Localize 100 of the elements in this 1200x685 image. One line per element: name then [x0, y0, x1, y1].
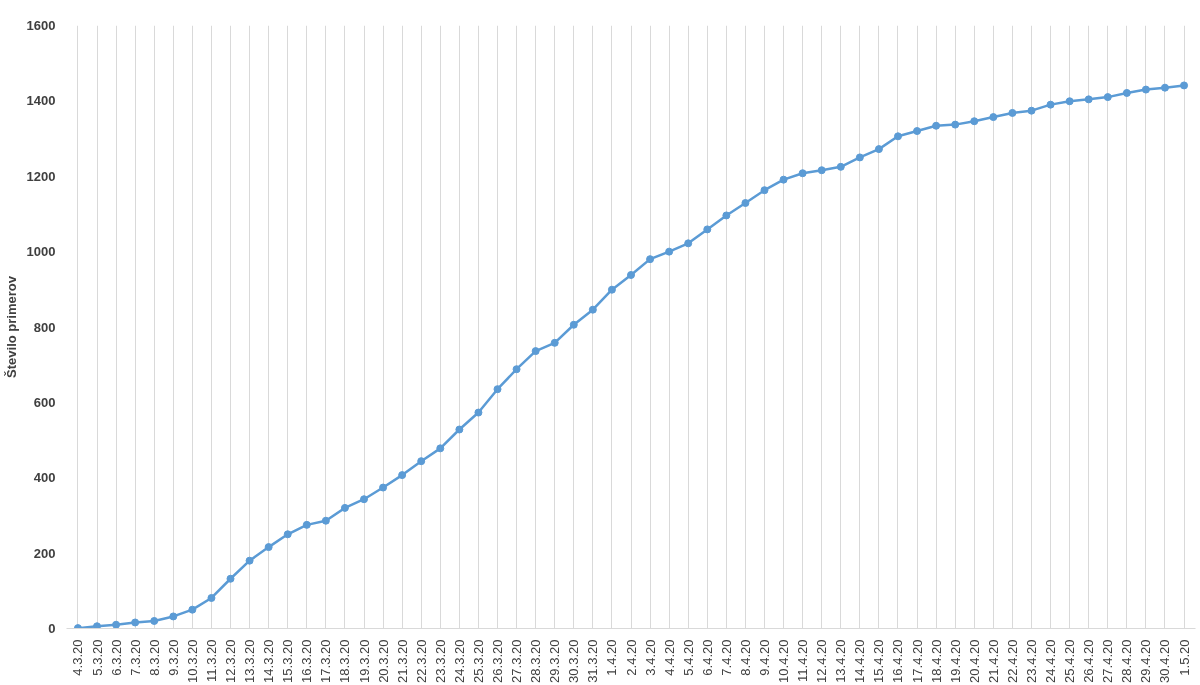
x-tick-label: 12.4.20 — [814, 639, 830, 683]
x-tick-label: 13.4.20 — [833, 639, 849, 683]
point — [855, 153, 864, 162]
point — [188, 605, 197, 614]
x-tick-label: 9.4.20 — [757, 639, 772, 676]
x-tick-label: 28.3.20 — [528, 639, 544, 683]
point — [798, 169, 807, 178]
y-tick-label: 800 — [33, 319, 56, 335]
point — [283, 530, 292, 539]
point — [588, 305, 597, 314]
point — [1046, 100, 1055, 109]
x-tick-label: 5.3.20 — [89, 639, 105, 676]
x-tick-label: 26.4.20 — [1081, 639, 1097, 683]
point — [112, 620, 121, 629]
x-tick-label: 18.3.20 — [337, 639, 353, 683]
point — [398, 471, 407, 480]
x-tick-label: 6.4.20 — [699, 639, 715, 676]
point — [455, 425, 464, 434]
point — [493, 385, 502, 394]
point — [1008, 108, 1017, 117]
point — [607, 285, 616, 294]
x-tick-label: 14.3.20 — [261, 639, 277, 683]
point — [703, 225, 712, 234]
point — [722, 211, 731, 220]
x-tick-label: 6.3.20 — [108, 639, 124, 676]
x-tick-label: 24.3.20 — [451, 639, 467, 683]
point — [970, 117, 979, 126]
point — [436, 444, 445, 453]
y-tick-label: 1200 — [26, 168, 56, 184]
point — [1027, 106, 1036, 115]
point — [989, 113, 998, 122]
point — [817, 166, 826, 175]
x-tick-label: 16.3.20 — [299, 639, 315, 683]
x-tick-label: 12.3.20 — [223, 639, 239, 683]
point — [379, 483, 388, 492]
y-tick-label: 1400 — [26, 93, 56, 109]
x-tick-label: 30.3.20 — [566, 639, 582, 683]
x-tick-label: 10.4.20 — [776, 639, 792, 683]
x-tick-label: 1.4.20 — [604, 639, 620, 676]
y-tick-label: 400 — [33, 470, 56, 486]
x-tick-label: 19.3.20 — [356, 639, 372, 683]
x-tick-label: 7.4.20 — [718, 639, 734, 676]
x-tick-label: 15.4.20 — [871, 639, 887, 683]
x-tick-label: 21.4.20 — [985, 639, 1001, 683]
point — [627, 271, 635, 279]
x-tick-label: 20.3.20 — [375, 639, 391, 683]
point — [760, 186, 769, 195]
point — [169, 612, 178, 621]
point — [646, 255, 655, 264]
x-tick-label: 31.3.20 — [585, 639, 601, 683]
y-tick-label: 1600 — [26, 18, 56, 33]
point — [1122, 88, 1131, 97]
point — [93, 622, 102, 629]
point — [684, 239, 693, 248]
x-tick-label: 9.3.20 — [165, 639, 181, 676]
point — [264, 543, 273, 552]
x-tick-label: 7.3.20 — [127, 639, 143, 676]
x-tick-label: 2.4.20 — [623, 639, 639, 676]
point — [207, 593, 216, 602]
x-tick-label: 28.4.20 — [1119, 639, 1135, 683]
point — [874, 145, 883, 154]
point — [893, 132, 902, 141]
x-tick-label: 17.3.20 — [318, 639, 334, 683]
x-tick-label: 5.4.20 — [680, 639, 696, 676]
point — [131, 618, 140, 627]
point — [665, 247, 674, 256]
x-tick-label: 8.3.20 — [146, 639, 162, 676]
point — [150, 616, 159, 625]
x-tick-label: 1.5.20 — [1176, 639, 1192, 676]
x-tick-label: 20.4.20 — [966, 639, 982, 683]
x-tick-label: 22.3.20 — [413, 639, 429, 683]
x-tick-label: 29.4.20 — [1138, 639, 1154, 683]
point — [913, 127, 922, 136]
point — [245, 556, 254, 565]
x-tick-label: 24.4.20 — [1043, 639, 1059, 683]
x-tick-label: 14.4.20 — [852, 639, 868, 683]
point — [1065, 97, 1074, 106]
x-tick-label: 4.4.20 — [661, 639, 677, 676]
x-tick-label: 19.4.20 — [947, 639, 963, 683]
y-tick-label: 1000 — [26, 244, 56, 260]
y-axis-title: Število primerov — [3, 275, 19, 378]
point — [932, 121, 941, 130]
point — [226, 574, 235, 583]
point — [1084, 95, 1093, 104]
x-tick-label: 25.4.20 — [1062, 639, 1078, 683]
point — [417, 457, 426, 466]
x-tick-label: 10.3.20 — [184, 639, 200, 683]
point — [474, 408, 483, 417]
x-tick-label: 11.4.20 — [795, 639, 811, 682]
x-tick-label: 3.4.20 — [642, 639, 658, 676]
x-tick-label: 13.3.20 — [242, 639, 258, 683]
x-tick-label: 11.3.20 — [203, 639, 219, 682]
point — [1180, 81, 1189, 90]
x-tick-label: 23.3.20 — [432, 639, 448, 683]
point — [1141, 85, 1150, 94]
point — [531, 347, 540, 356]
x-tick-label: 30.4.20 — [1157, 639, 1173, 683]
point — [569, 320, 578, 329]
point — [302, 520, 311, 529]
point — [741, 199, 750, 207]
